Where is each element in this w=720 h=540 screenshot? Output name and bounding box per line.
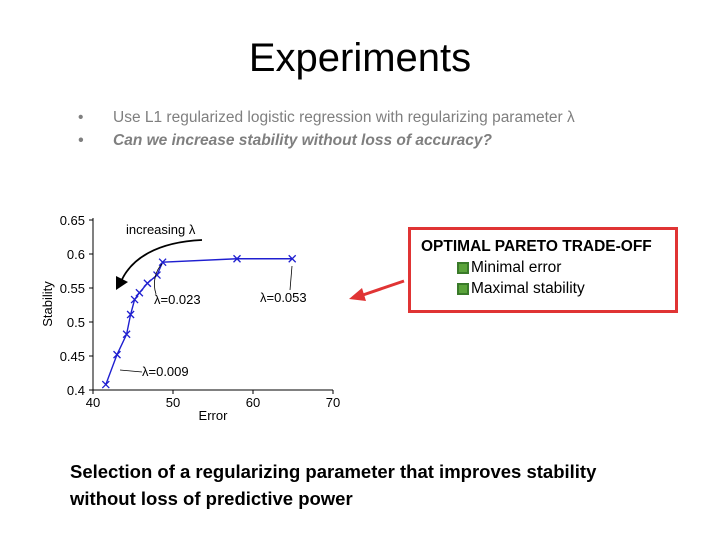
bullet-item: • Use L1 regularized logistic regression…	[78, 106, 575, 129]
slide-title: Experiments	[248, 36, 472, 80]
y-tick-label: 0.6	[67, 247, 85, 262]
annotation-arrow-023	[154, 263, 163, 295]
stability-error-chart: 0.4 0.45 0.5 0.55 0.6 0.65 40 50 60 70 Error Sta…	[40, 213, 340, 423]
x-tick-label: 40	[86, 395, 100, 410]
data-point-marker	[158, 258, 167, 267]
callout-title: OPTIMAL PARETO TRADE-OFF	[421, 238, 652, 255]
slide-caption: Selection of a regularizing parameter th…	[70, 461, 597, 509]
checkbox-icon	[457, 262, 469, 274]
y-axis-label: Stability	[40, 281, 55, 327]
x-tick-label: 70	[326, 395, 340, 410]
data-point-marker	[101, 380, 110, 389]
data-point-marker	[135, 288, 144, 297]
data-point-marker	[130, 295, 139, 304]
y-tick-label: 0.4	[67, 383, 85, 398]
bullet-item: • Can we increase stability without loss…	[78, 129, 575, 152]
callout-red-arrow	[359, 279, 405, 298]
data-point-marker	[126, 310, 135, 319]
data-point-marker	[113, 350, 121, 359]
data-point-marker	[122, 330, 131, 339]
pareto-callout-box: OPTIMAL PARETO TRADE-OFF Minimal error M…	[408, 227, 678, 313]
data-point-marker	[288, 254, 297, 263]
bullet-list: • Use L1 regularized logistic regression…	[78, 106, 575, 152]
data-point-marker	[153, 271, 161, 280]
annotation-curve-arrow	[119, 239, 203, 285]
x-axis-label: Error	[199, 408, 229, 423]
x-tick-label: 60	[246, 395, 260, 410]
series-line	[105, 258, 293, 385]
annotation-increasing-lambda: increasing λ	[126, 222, 196, 237]
y-tick-label: 0.45	[60, 349, 85, 364]
annotation-arrow-head	[116, 276, 128, 290]
annotation-lambda-023: λ=0.023	[154, 292, 201, 307]
callout-item-text: Maximal stability	[471, 280, 585, 297]
bullet-dot: •	[78, 132, 84, 149]
annotation-arrow-053	[289, 265, 293, 291]
callout-item: Minimal error	[421, 259, 665, 277]
y-tick-label: 0.55	[60, 281, 85, 296]
checkbox-icon	[457, 283, 469, 295]
data-point-marker	[143, 279, 152, 288]
callout-item: Maximal stability	[421, 280, 665, 298]
annotation-lambda-009: λ=0.009	[142, 364, 189, 379]
data-point-marker	[233, 254, 241, 263]
bullet-dot: •	[78, 109, 84, 126]
annotation-lambda-053: λ=0.053	[260, 290, 307, 305]
x-tick-label: 50	[166, 395, 180, 410]
bullet-text: Can we increase stability without loss o…	[113, 132, 493, 149]
y-tick-label: 0.65	[60, 213, 85, 228]
callout-item-text: Minimal error	[471, 259, 562, 276]
bullet-text: Use L1 regularized logistic regression w…	[113, 109, 575, 126]
y-tick-label: 0.5	[67, 315, 85, 330]
annotation-arrow-009	[119, 369, 143, 373]
